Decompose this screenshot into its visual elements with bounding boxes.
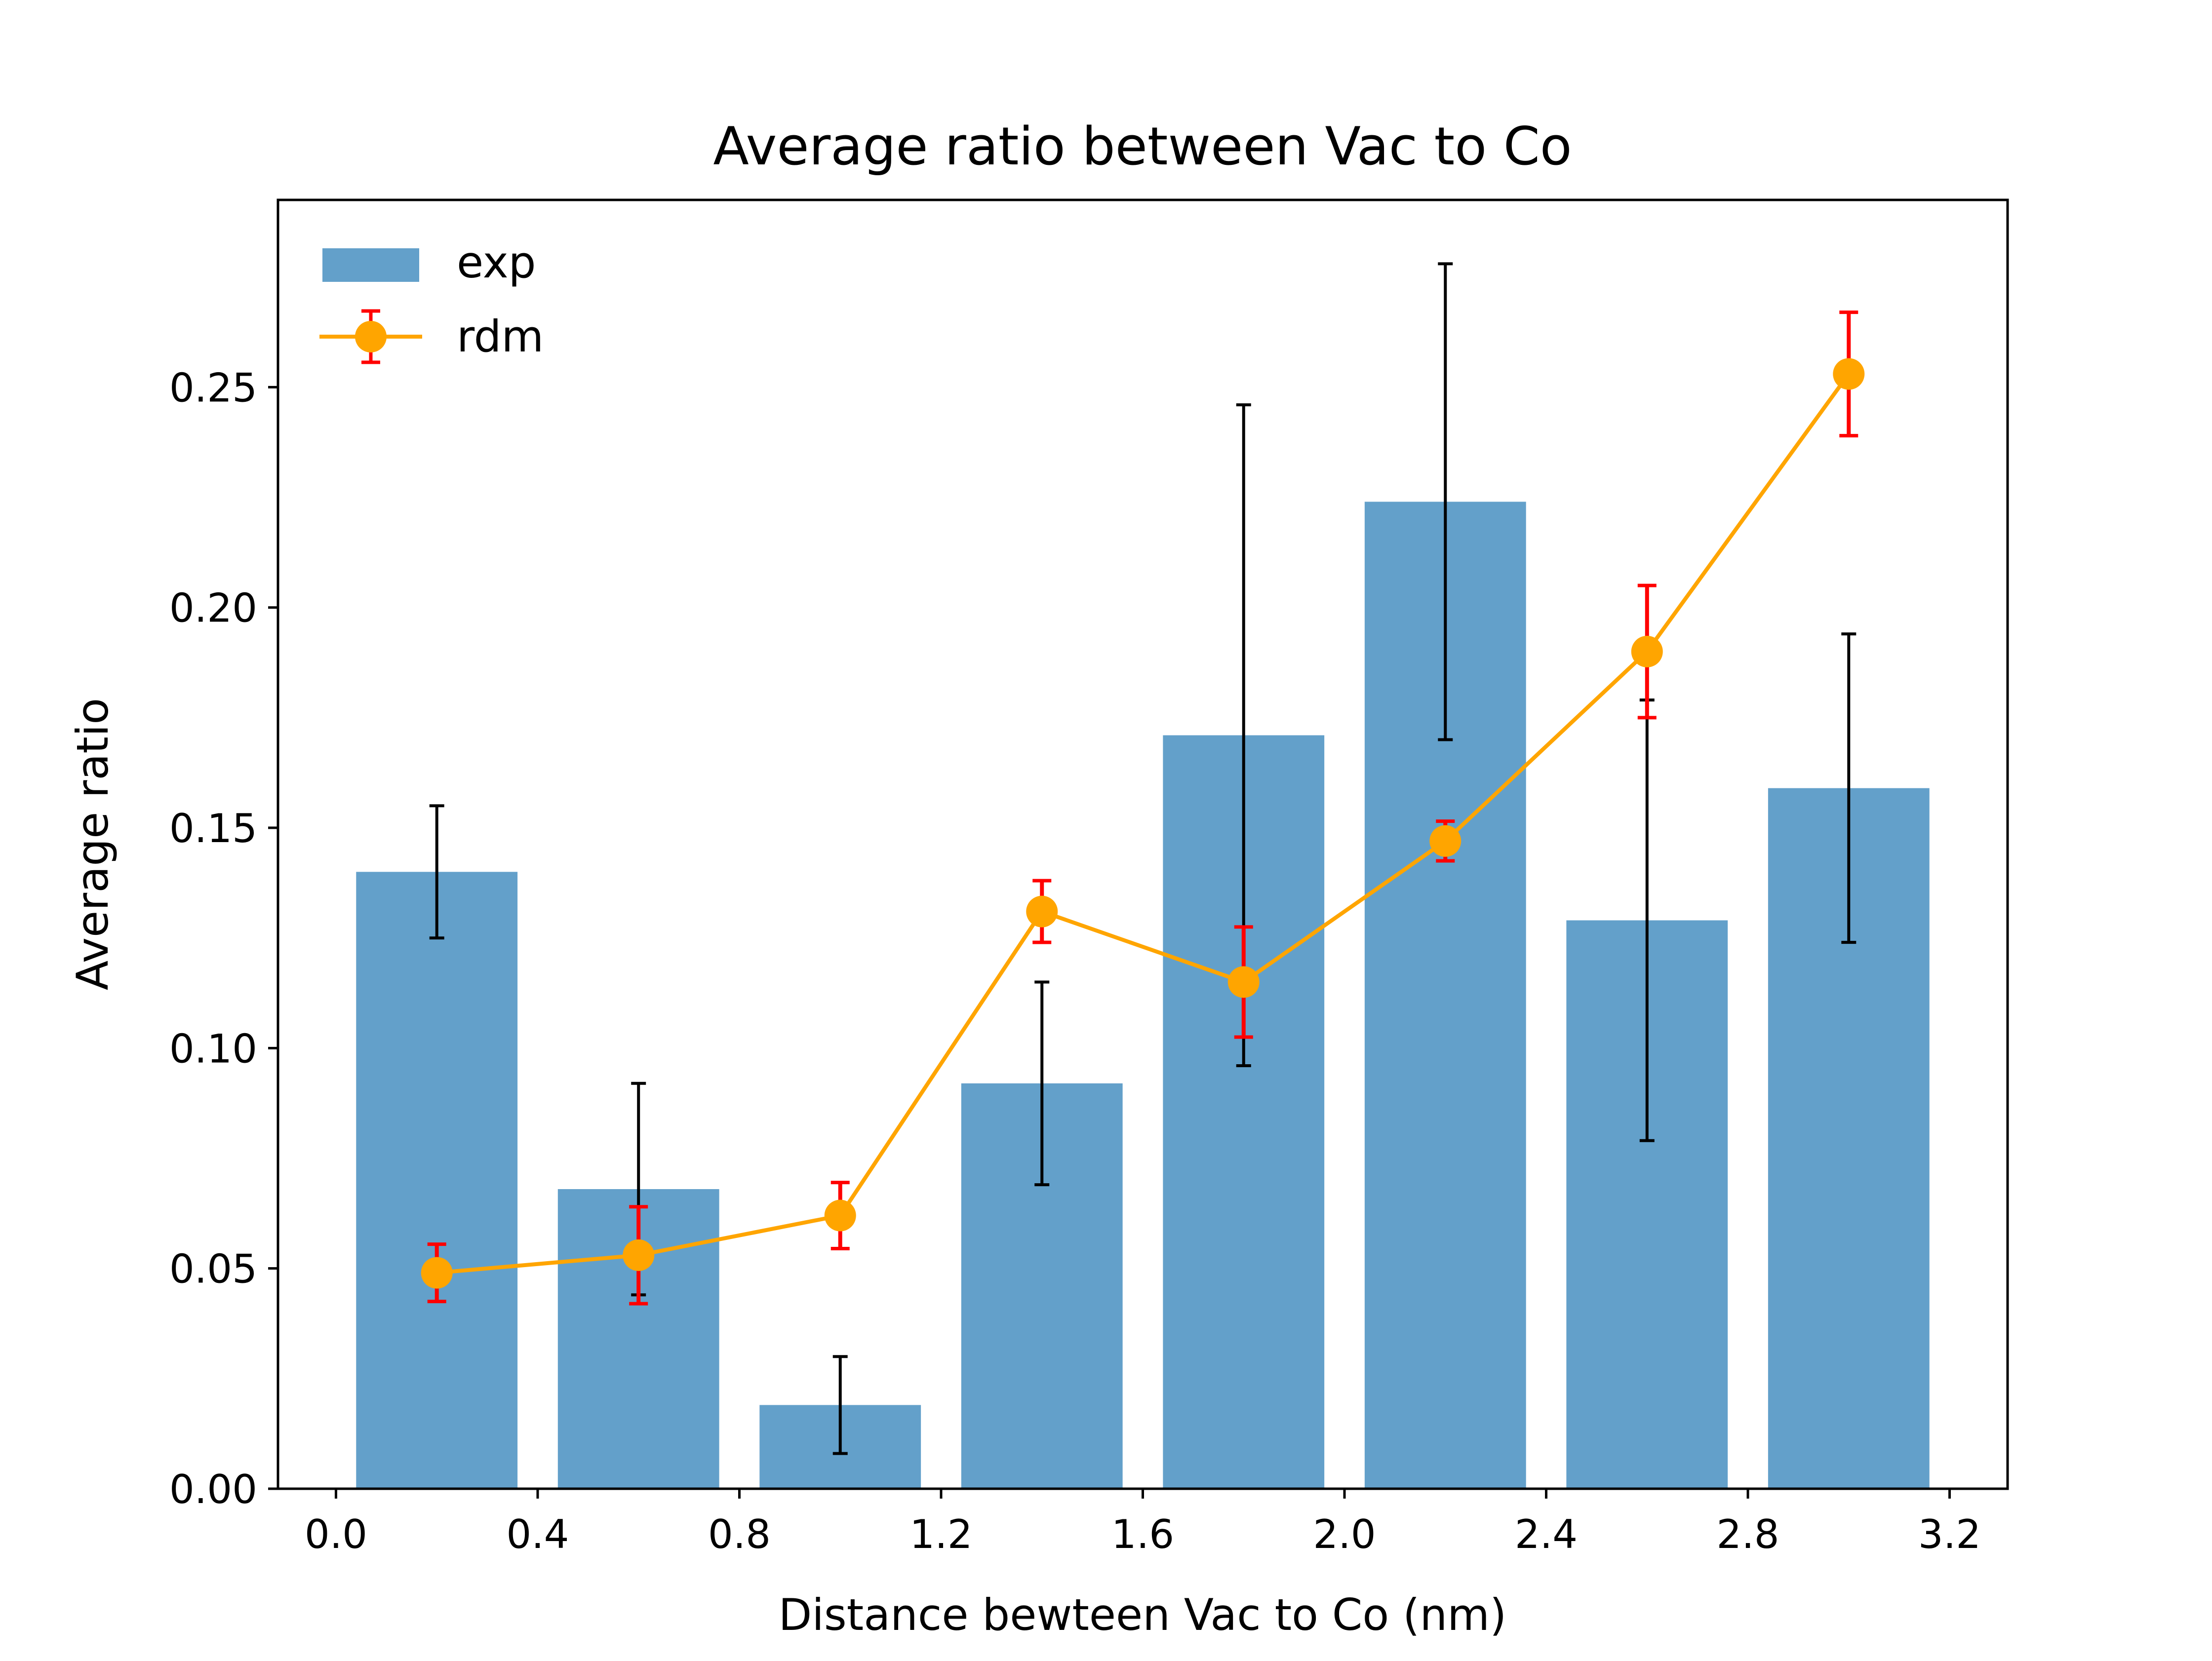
point-rdm-5 [1429, 825, 1462, 857]
point-rdm-6 [1631, 635, 1663, 667]
x-tick-label-8: 3.2 [1918, 1511, 1981, 1557]
x-tick-label-4: 1.6 [1111, 1511, 1174, 1557]
point-rdm-4 [1227, 966, 1260, 998]
point-rdm-2 [824, 1199, 856, 1232]
y-axis-ticks: 0.00 0.05 0.10 0.15 0.20 0.25 [169, 365, 278, 1512]
y-tick-label-2: 0.10 [169, 1026, 257, 1072]
x-tick-label-0: 0.0 [305, 1511, 367, 1557]
x-tick-label-2: 0.8 [708, 1511, 771, 1557]
legend-swatch-exp [322, 248, 419, 282]
point-rdm-3 [1026, 895, 1058, 927]
line-layer [436, 373, 1851, 1275]
x-tick-label-3: 1.2 [909, 1511, 972, 1557]
point-rdm-7 [1833, 358, 1865, 390]
x-axis-label: Distance bewteen Vac to Co (nm) [779, 1589, 1507, 1640]
y-tick-label-4: 0.20 [169, 585, 257, 631]
x-tick-label-7: 2.8 [1716, 1511, 1779, 1557]
legend-marker-rdm [355, 321, 387, 352]
x-axis-ticks: 0.0 0.4 0.8 1.2 1.6 2.0 2.4 2.8 3.2 [305, 1489, 1981, 1557]
y-tick-label-5: 0.25 [169, 365, 257, 411]
points-layer [421, 358, 1865, 1289]
y-tick-label-1: 0.05 [169, 1246, 257, 1292]
line-rdm [436, 373, 1851, 1275]
y-tick-label-0: 0.00 [169, 1467, 257, 1512]
legend-label-exp: exp [457, 237, 536, 288]
bars-layer [356, 502, 1930, 1489]
y-tick-label-3: 0.15 [169, 806, 257, 851]
point-rdm-0 [421, 1257, 453, 1289]
bar-exp-0 [356, 872, 518, 1489]
legend-label-rdm: rdm [457, 311, 544, 362]
point-rdm-1 [623, 1239, 655, 1271]
chart-title: Average ratio between Vac to Co [713, 116, 1572, 177]
x-tick-label-6: 2.4 [1515, 1511, 1578, 1557]
x-tick-label-1: 0.4 [506, 1511, 569, 1557]
legend: exp rdm [319, 237, 544, 364]
y-axis-label: Average ratio [67, 698, 118, 990]
x-tick-label-5: 2.0 [1313, 1511, 1376, 1557]
